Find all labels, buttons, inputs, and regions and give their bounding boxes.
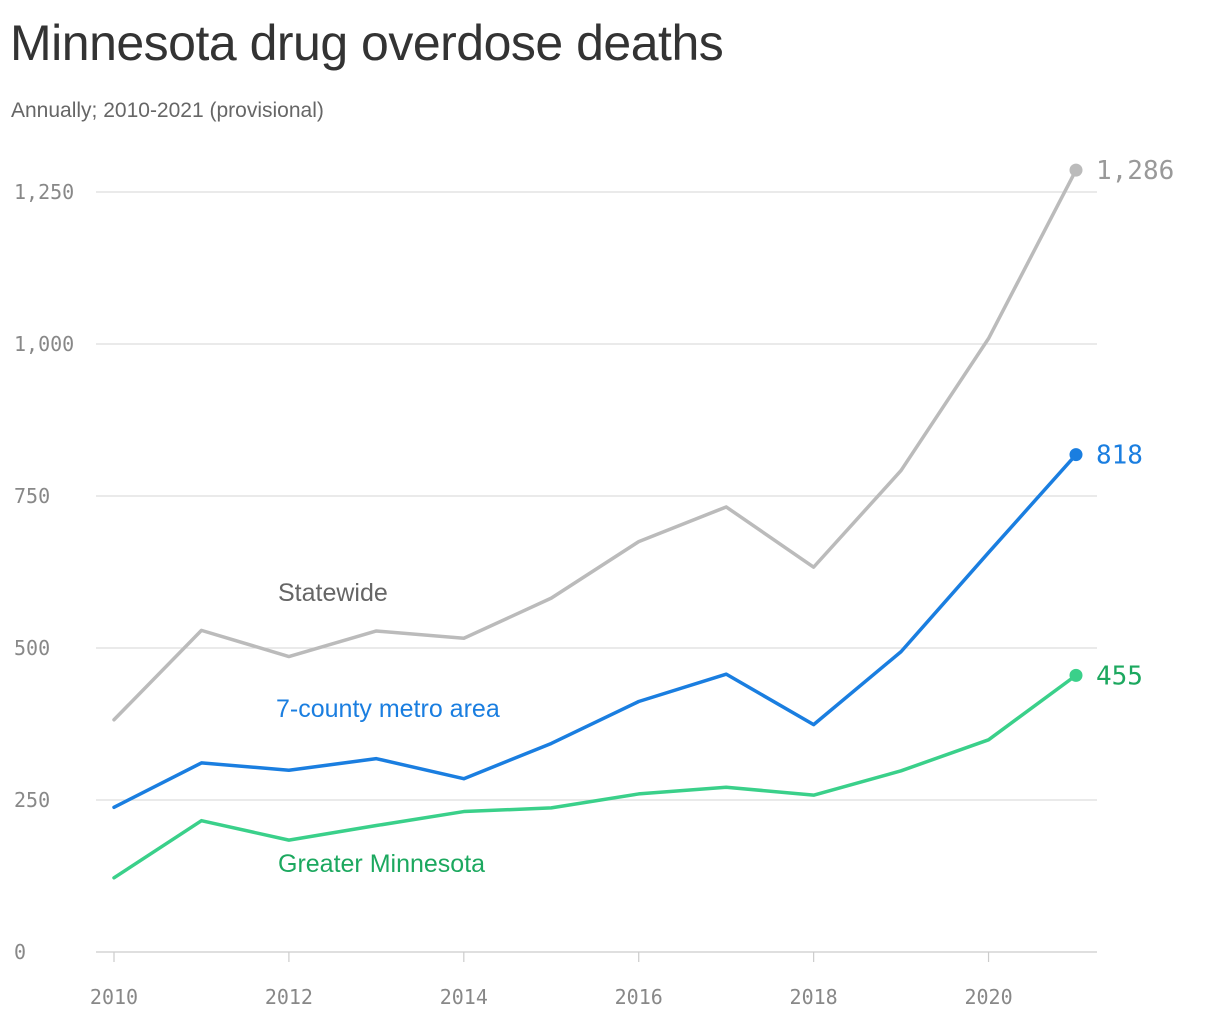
y-tick-label: 250 [14, 788, 50, 812]
y-tick-label: 1,000 [14, 332, 74, 356]
x-tick-label: 2012 [265, 985, 313, 1009]
x-tick-label: 2020 [964, 985, 1012, 1009]
series-line [112, 673, 1078, 880]
series-end-label: 1,286 [1096, 156, 1174, 186]
chart-subtitle: Annually; 2010-2021 (provisional) [11, 99, 324, 122]
y-tick-label: 500 [14, 636, 50, 660]
series-line [112, 452, 1078, 810]
series-end-label: 818 [1096, 441, 1143, 471]
series-name-label: 7-county metro area [276, 695, 500, 723]
label-layer: 1,286 Statewide 818 7-county metro area 455 G… [276, 156, 1174, 878]
series-end-label: 455 [1096, 661, 1143, 691]
series-name-label: Greater Minnesota [278, 850, 485, 878]
x-tick-label: 2014 [440, 985, 488, 1009]
x-tick-label: 2010 [90, 985, 138, 1009]
chart-title: Minnesota drug overdose deaths [10, 15, 724, 71]
x-tick-label: 2016 [615, 985, 663, 1009]
x-tick-label: 2018 [790, 985, 838, 1009]
series-line [112, 168, 1078, 722]
series-end-point [1069, 448, 1083, 462]
series-layer [112, 163, 1083, 880]
axis-layer: 0 250 500 750 1,000 1,250 2010 2012 2014 2016 2018… [14, 180, 1013, 1009]
series-end-point [1069, 668, 1083, 682]
series-end-point [1069, 163, 1083, 177]
grid-layer [96, 191, 1097, 953]
y-tick-label: 0 [14, 940, 26, 964]
series-name-label: Statewide [278, 579, 388, 607]
y-tick-label: 1,250 [14, 180, 74, 204]
y-tick-label: 750 [14, 484, 50, 508]
